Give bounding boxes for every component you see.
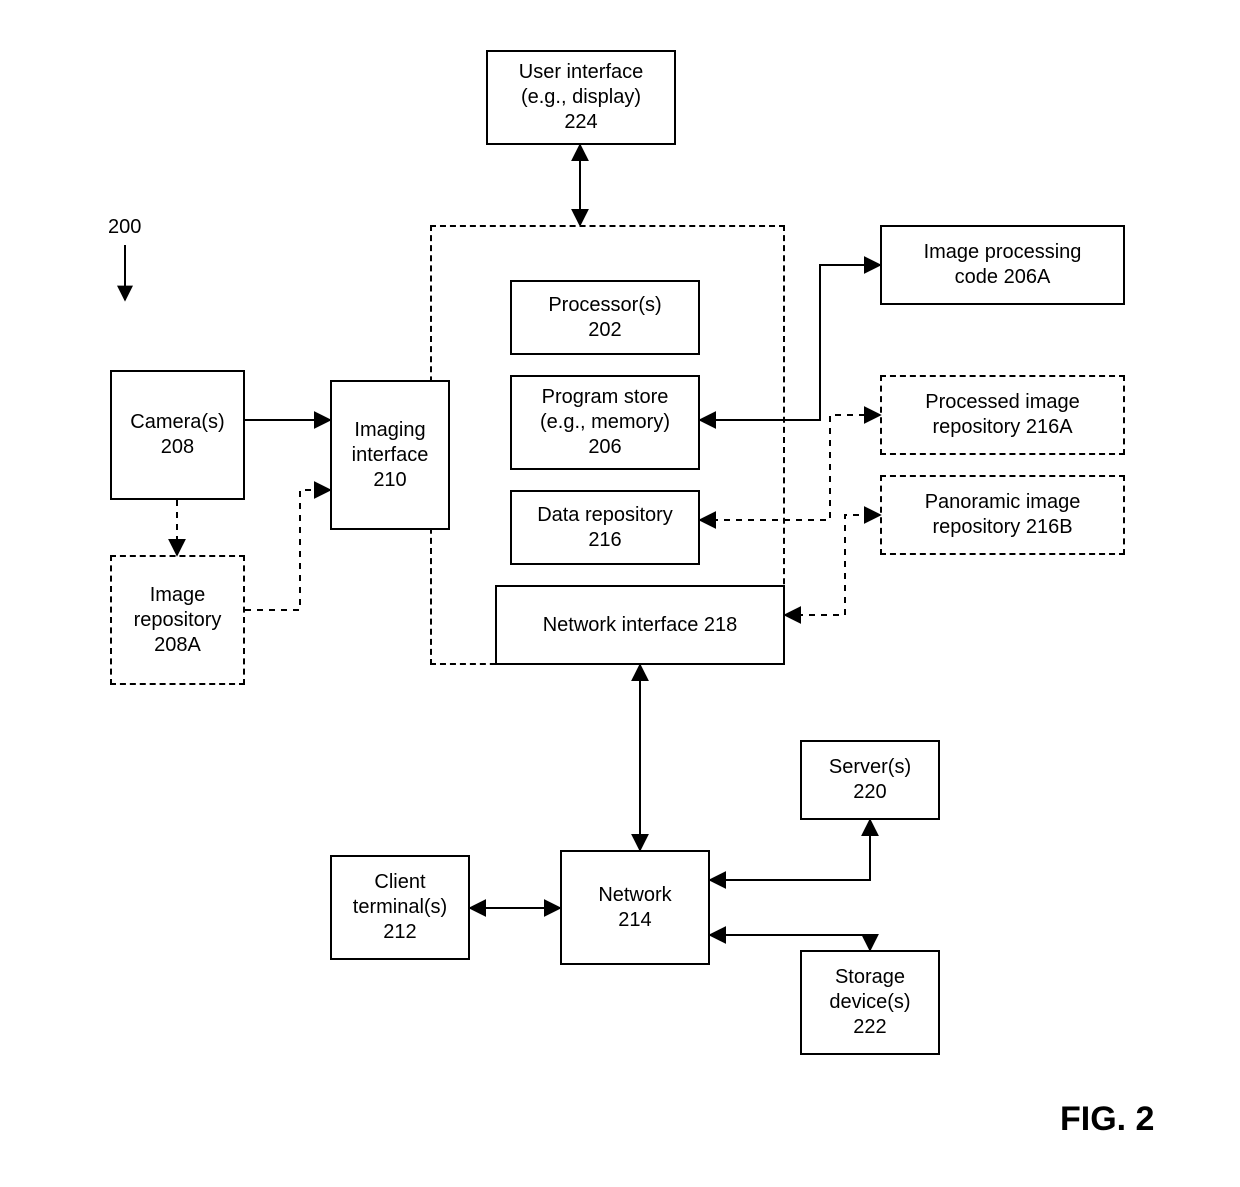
user-interface-label: User interface(e.g., display)224	[519, 60, 644, 135]
diagram-canvas: 200 Computing device 204 Processor(s)202…	[0, 0, 1240, 1187]
program-store-box: Program store(e.g., memory)206	[510, 375, 700, 470]
image-proc-code-box: Image processingcode 206A	[880, 225, 1125, 305]
data-repository-box: Data repository216	[510, 490, 700, 565]
panoramic-image-repo-box: Panoramic imagerepository 216B	[880, 475, 1125, 555]
network-interface-box: Network interface 218	[495, 585, 785, 665]
servers-label: Server(s)220	[829, 755, 911, 805]
program-store-label: Program store(e.g., memory)206	[540, 385, 670, 460]
imaging-interface-box: Imaginginterface210	[330, 380, 450, 530]
network-interface-label: Network interface 218	[543, 613, 738, 638]
image-repo-box: Imagerepository208A	[110, 555, 245, 685]
panoramic-image-repo-label: Panoramic imagerepository 216B	[925, 490, 1081, 540]
user-interface-box: User interface(e.g., display)224	[486, 50, 676, 145]
figure-ref: 200	[108, 215, 141, 240]
processor-label: Processor(s)202	[548, 293, 661, 343]
figure-caption: FIG. 2	[1060, 1100, 1154, 1139]
camera-box: Camera(s)208	[110, 370, 245, 500]
storage-box: Storagedevice(s)222	[800, 950, 940, 1055]
processor-box: Processor(s)202	[510, 280, 700, 355]
processed-image-repo-label: Processed imagerepository 216A	[925, 390, 1080, 440]
network-label: Network214	[598, 883, 671, 933]
client-terminals-box: Clientterminal(s)212	[330, 855, 470, 960]
imaging-interface-label: Imaginginterface210	[352, 418, 429, 493]
storage-label: Storagedevice(s)222	[829, 965, 910, 1040]
image-repo-label: Imagerepository208A	[134, 583, 222, 658]
processed-image-repo-box: Processed imagerepository 216A	[880, 375, 1125, 455]
client-terminals-label: Clientterminal(s)212	[353, 870, 447, 945]
servers-box: Server(s)220	[800, 740, 940, 820]
data-repository-label: Data repository216	[537, 503, 673, 553]
image-proc-code-label: Image processingcode 206A	[924, 240, 1082, 290]
camera-label: Camera(s)208	[130, 410, 224, 460]
network-box: Network214	[560, 850, 710, 965]
